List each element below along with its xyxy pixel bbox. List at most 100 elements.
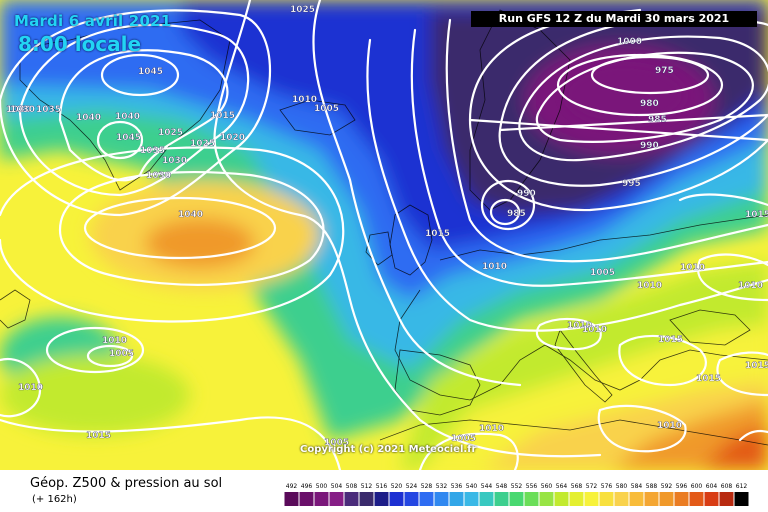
- scale-swatch: [359, 492, 374, 506]
- west-yellow-green-lobe: [0, 355, 190, 435]
- scale-label: 608: [721, 483, 733, 490]
- isobar-1005-south: [418, 432, 519, 470]
- scale-label: 612: [736, 483, 748, 490]
- africa-coast: [379, 419, 768, 446]
- pressure-label: 1015: [86, 431, 111, 441]
- scale-label: 580: [616, 483, 628, 490]
- red-orange-zone: [700, 425, 768, 470]
- pressure-label: 1015: [210, 111, 235, 121]
- scandinavia-coast: [469, 9, 571, 211]
- pressure-label: 1010: [292, 95, 317, 105]
- pressure-label: 1010: [482, 262, 507, 272]
- pressure-label: 1005: [324, 438, 349, 448]
- forecast-date: Mardi 6 avril 2021: [14, 12, 172, 30]
- pressure-label: 1005: [314, 104, 339, 114]
- pressure-label: 1040: [178, 210, 203, 220]
- isobars: [0, 0, 768, 470]
- pressure-label: 1010: [18, 383, 43, 393]
- pressure-label: 1015: [696, 374, 721, 384]
- black-sea-coast: [669, 309, 751, 346]
- pressure-label: 1030: [162, 156, 187, 166]
- pressure-label: 1005: [451, 434, 476, 444]
- scale-label: 584: [631, 483, 643, 490]
- scale-swatch: [689, 492, 704, 506]
- scale-swatch: [614, 492, 629, 506]
- scale-label: 500: [316, 483, 328, 490]
- scale-label: 508: [346, 483, 358, 490]
- scale-swatch: [734, 492, 749, 506]
- isobar-1045-b: [96, 120, 144, 160]
- isobar-1030-greenland: [0, 9, 272, 217]
- pressure-label: 1025: [290, 5, 315, 15]
- pressure-label: 1040: [115, 112, 140, 122]
- isobar-1010: [410, 28, 768, 287]
- scale-label: 540: [466, 483, 478, 490]
- pressure-label: 1015: [745, 210, 768, 220]
- isobar-990: [518, 35, 768, 162]
- scale-swatch: [629, 492, 644, 506]
- scale-label: 528: [421, 483, 433, 490]
- scale-label: 548: [496, 483, 508, 490]
- scale-swatch: [479, 492, 494, 506]
- geopotential-map: 1025104510351040103010401025104510351030…: [0, 0, 768, 470]
- isobar-1010-west: [45, 326, 145, 374]
- isobar-990-small: [480, 179, 536, 231]
- pressure-label: 1030: [6, 105, 31, 115]
- isobar-1010-med: [535, 317, 602, 351]
- pressure-label: 1045: [116, 133, 141, 143]
- forecast-time: 8:00 locale: [18, 32, 142, 56]
- scale-swatch: [434, 492, 449, 506]
- isobar-1015-east: [678, 193, 768, 207]
- isobar-985: [535, 51, 754, 143]
- isobar-1035-atlantic: [58, 170, 325, 286]
- scale-label: 592: [661, 483, 673, 490]
- scale-swatch: [389, 492, 404, 506]
- pressure-label: 1040: [76, 113, 101, 123]
- isobar-1005-west: [86, 344, 134, 368]
- scale-swatch: [344, 492, 359, 506]
- pressure-label: 1035: [36, 105, 61, 115]
- isobar-1020: [312, 0, 522, 387]
- color-field: [0, 0, 768, 470]
- map-title: Géop. Z500 & pression au sol: [30, 476, 223, 491]
- pressure-label: 1005: [590, 268, 615, 278]
- pressure-label: 1010: [479, 424, 504, 434]
- isobar-1015-se: [716, 351, 768, 397]
- scale-swatch: [554, 492, 569, 506]
- scale-swatch: [494, 492, 509, 506]
- europe-coast: [394, 214, 768, 401]
- pressure-label: 1010: [582, 325, 607, 335]
- pressure-label: 990: [517, 189, 536, 199]
- isobar-1010-se: [738, 429, 768, 442]
- pressure-label: 1015: [745, 361, 768, 371]
- isobar-1010-far-west: [0, 357, 42, 418]
- scale-swatch: [584, 492, 599, 506]
- italy-coast: [554, 329, 613, 403]
- isobar-1010-east: [697, 253, 768, 302]
- color-scale: 492 496 500 504 508 512 516 520 524 528 532 536 540 5…: [284, 483, 749, 506]
- scale-swatch: [299, 492, 314, 506]
- pressure-label: 1005: [109, 349, 134, 359]
- scale-label: 544: [481, 483, 493, 490]
- isobar-1035-greenland: [18, 23, 250, 197]
- scale-label: 532: [436, 483, 448, 490]
- pressure-label: 1035: [140, 146, 165, 156]
- newfoundland-coast: [0, 289, 31, 329]
- isobar-1015: [366, 38, 768, 332]
- copyright-text: Copyright (c) 2021 Meteociel.fr: [300, 444, 477, 455]
- ireland-coast: [365, 231, 393, 266]
- scale-swatch: [644, 492, 659, 506]
- pressure-label: 1030: [146, 171, 171, 181]
- scale-swatch: [314, 492, 329, 506]
- pressure-label: 1025: [190, 139, 215, 149]
- scale-swatch: [329, 492, 344, 506]
- pressure-label: 990: [640, 141, 659, 151]
- pressure-label: 1010: [738, 281, 763, 291]
- isobar-1015-south: [0, 416, 342, 470]
- isobar-1015-med: [618, 334, 707, 387]
- scale-label: 520: [391, 483, 403, 490]
- pressure-label: 1010: [680, 263, 705, 273]
- scale-swatch: [524, 492, 539, 506]
- isobar-1010-med-2: [597, 404, 687, 453]
